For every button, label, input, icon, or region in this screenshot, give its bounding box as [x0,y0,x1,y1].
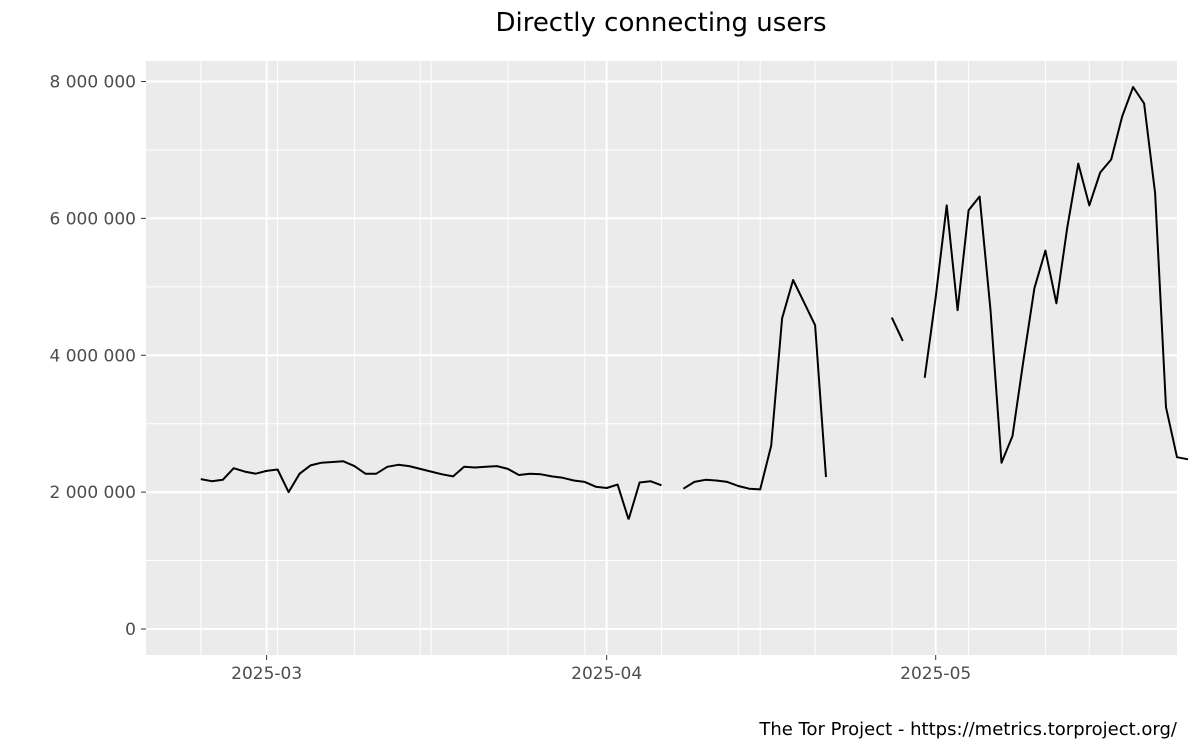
series-line-segment [682,279,827,491]
major-gridlines [146,61,1177,655]
x-axis: 2025-03 2025-04 2025-05 [231,655,971,684]
y-axis: 0 2 000 000 4 000 000 6 000 000 8 000 000 [49,73,146,640]
chart-caption: The Tor Project - https://metrics.torpro… [758,719,1178,740]
x-tick-label: 2025-05 [900,664,971,684]
y-tick-label: 6 000 000 [49,209,136,229]
y-tick-label: 0 [125,620,136,640]
y-tick-label: 4 000 000 [49,346,136,366]
series-line-segment [200,460,630,520]
y-tick-label: 8 000 000 [49,73,136,93]
series-line-segment [890,317,904,342]
series-lines [200,86,1189,520]
minor-gridlines [146,61,1177,655]
x-tick-label: 2025-04 [571,664,642,684]
series-line-segment [627,480,662,520]
chart-title: Directly connecting users [495,8,826,38]
x-tick-label: 2025-03 [231,664,302,684]
y-tick-label: 2 000 000 [49,483,136,503]
series-line-segment [923,86,1189,464]
